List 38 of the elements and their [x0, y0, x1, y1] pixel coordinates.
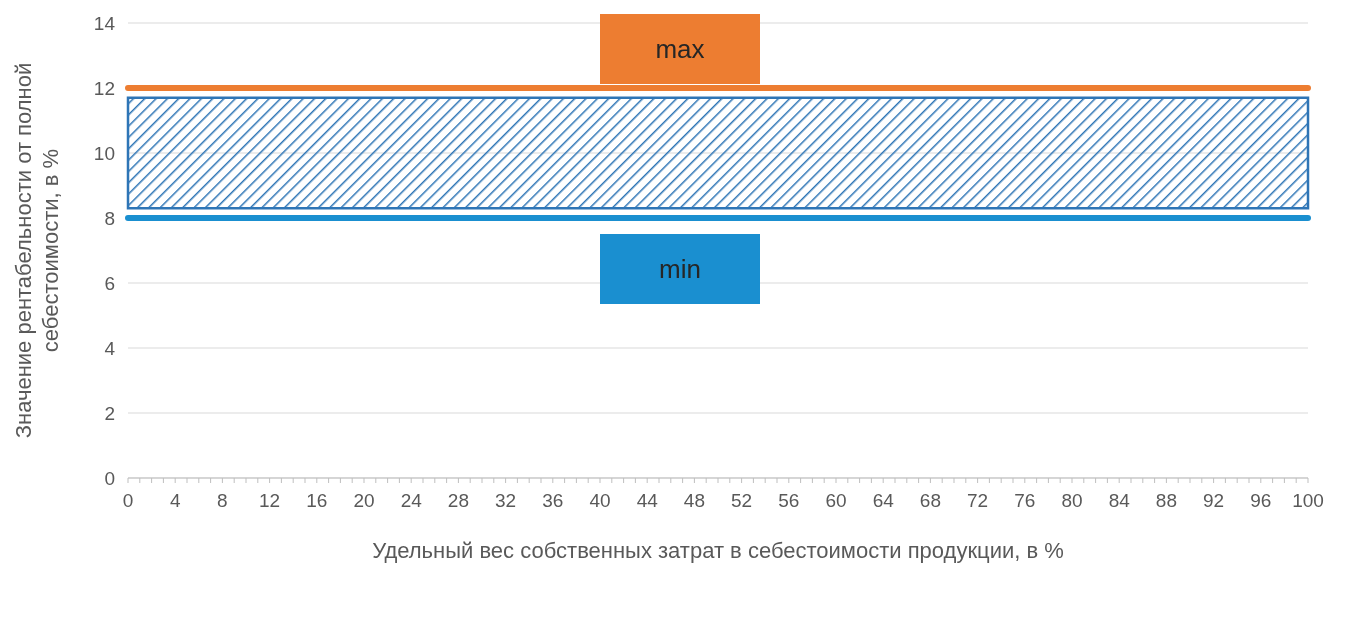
x-tick-label: 72	[967, 490, 989, 511]
y-tick-label: 4	[104, 338, 116, 359]
x-tick-label: 92	[1203, 490, 1225, 511]
x-tick-label: 4	[169, 490, 181, 511]
y-tick-label: 6	[104, 273, 115, 294]
x-tick-label: 76	[1014, 490, 1036, 511]
x-axis-title: Удельный вес собственных затрат в себестоимости продукции, в %	[372, 538, 1064, 563]
x-tick-label: 20	[353, 490, 375, 511]
x-tick-label: 64	[872, 490, 895, 511]
y-axis-title: Значение рентабельности от полной себестоимости, в %	[11, 62, 63, 439]
x-tick-label: 32	[495, 490, 517, 511]
x-tick-label: 84	[1108, 490, 1131, 511]
y-tick-label: 2	[104, 403, 115, 424]
x-tick-label: 28	[447, 490, 469, 511]
x-tick-label: 56	[778, 490, 800, 511]
ref-line-label: min	[659, 254, 701, 284]
x-tick-label: 96	[1250, 490, 1272, 511]
x-tick-label: 88	[1155, 490, 1177, 511]
x-tick-label: 24	[400, 490, 423, 511]
y-tick-label: 0	[104, 468, 115, 489]
x-tick-label: 52	[731, 490, 753, 511]
x-tick-label: 36	[542, 490, 564, 511]
x-tick-label: 8	[217, 490, 228, 511]
x-tick-label: 60	[825, 490, 847, 511]
y-tick-label: 14	[93, 13, 116, 34]
x-tick-label: 16	[306, 490, 328, 511]
x-tick-label: 0	[122, 490, 134, 511]
x-tick-label: 68	[919, 490, 941, 511]
y-tick-label: 8	[104, 208, 115, 229]
ref-line-label: max	[655, 34, 705, 64]
y-tick-label: 10	[93, 143, 115, 164]
x-tick-label: 80	[1061, 490, 1083, 511]
x-tick-label: 44	[636, 490, 659, 511]
x-tick-label: 12	[259, 490, 281, 511]
x-tick-label: 100	[1292, 490, 1324, 511]
x-tick-label: 40	[589, 490, 611, 511]
y-tick-label: 12	[93, 78, 115, 99]
x-tick-label: 48	[683, 490, 705, 511]
